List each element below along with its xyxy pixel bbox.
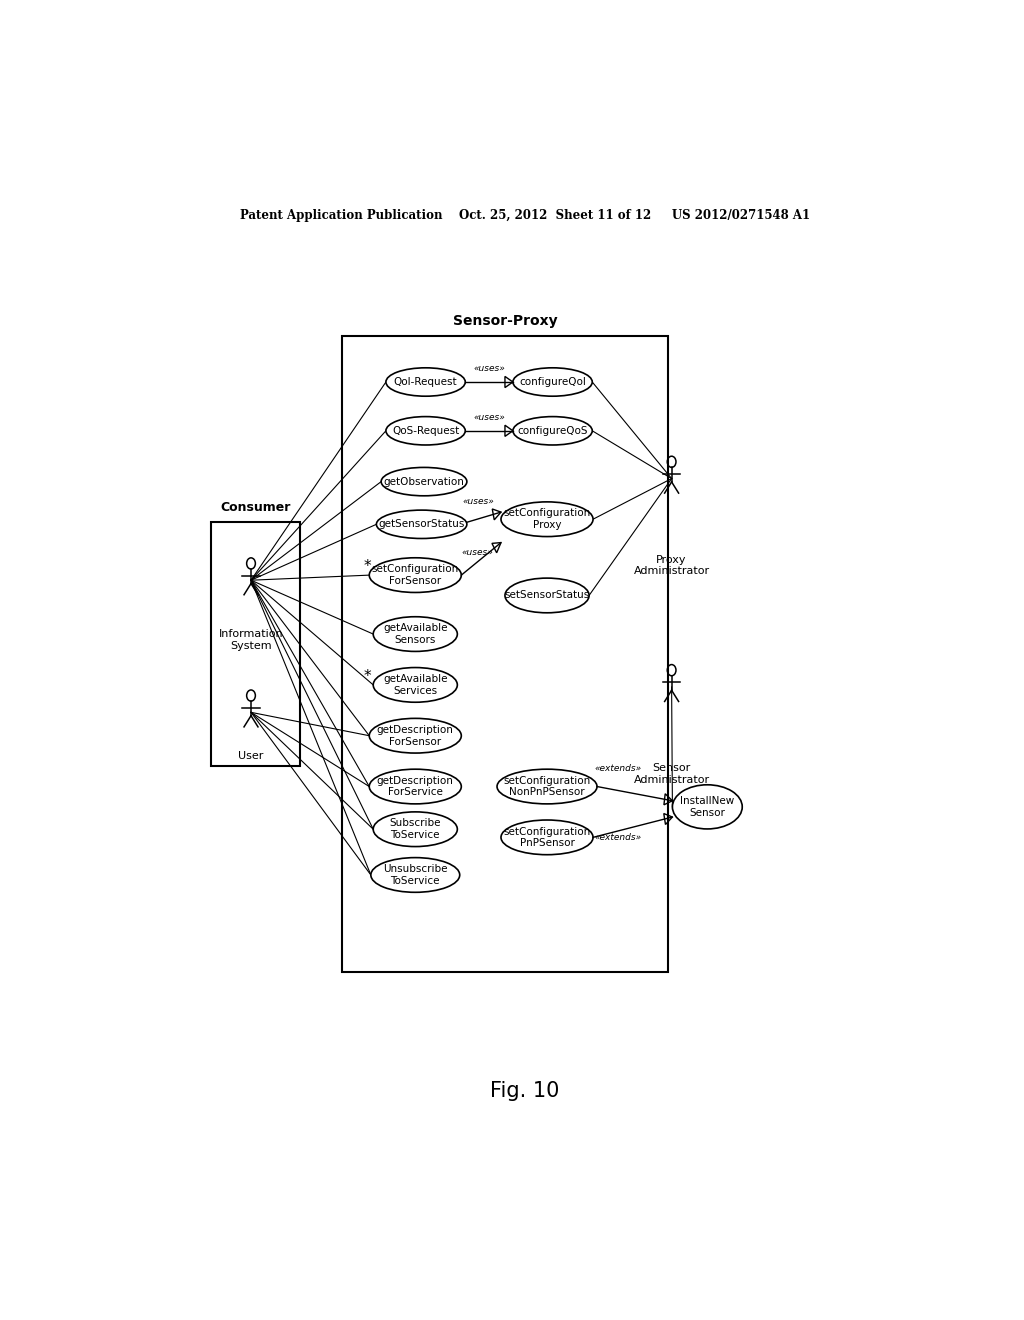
Ellipse shape	[371, 858, 460, 892]
Text: «uses»: «uses»	[473, 413, 505, 422]
Ellipse shape	[370, 770, 461, 804]
Ellipse shape	[673, 785, 742, 829]
Ellipse shape	[386, 368, 465, 396]
Text: getDescription
ForSensor: getDescription ForSensor	[377, 725, 454, 747]
Ellipse shape	[386, 417, 465, 445]
Ellipse shape	[373, 668, 458, 702]
Text: *: *	[364, 669, 372, 684]
Text: getObservation: getObservation	[384, 477, 465, 487]
Text: setConfiguration
NonPnPSensor: setConfiguration NonPnPSensor	[504, 776, 591, 797]
Ellipse shape	[501, 820, 593, 855]
Text: InstallNew
Sensor: InstallNew Sensor	[680, 796, 734, 817]
Ellipse shape	[373, 616, 458, 652]
Text: QoS-Request: QoS-Request	[392, 426, 459, 436]
Ellipse shape	[373, 812, 458, 846]
Text: Unsubscribe
ToService: Unsubscribe ToService	[383, 865, 447, 886]
Text: «extends»: «extends»	[595, 764, 642, 772]
Text: getSensorStatus: getSensorStatus	[379, 519, 465, 529]
Ellipse shape	[513, 417, 592, 445]
Text: configureQoS: configureQoS	[517, 426, 588, 436]
Text: User: User	[239, 751, 264, 760]
Ellipse shape	[370, 718, 461, 754]
Text: Fig. 10: Fig. 10	[490, 1081, 559, 1101]
Text: getAvailable
Sensors: getAvailable Sensors	[383, 623, 447, 645]
Text: getAvailable
Services: getAvailable Services	[383, 675, 447, 696]
Text: Consumer: Consumer	[220, 502, 291, 515]
Ellipse shape	[377, 510, 467, 539]
Text: «uses»: «uses»	[463, 498, 495, 507]
Text: QoI-Request: QoI-Request	[394, 378, 458, 387]
Text: setConfiguration
Proxy: setConfiguration Proxy	[504, 508, 591, 531]
Text: Proxy
Administrator: Proxy Administrator	[634, 554, 710, 577]
Text: Sensor-Proxy: Sensor-Proxy	[453, 314, 557, 329]
Text: Sensor
Administrator: Sensor Administrator	[634, 763, 710, 785]
Bar	[342, 337, 668, 972]
Text: setSensorStatus: setSensorStatus	[505, 590, 590, 601]
Text: getDescription
ForService: getDescription ForService	[377, 776, 454, 797]
Ellipse shape	[370, 558, 461, 593]
Ellipse shape	[381, 467, 467, 496]
Text: Information
System: Information System	[219, 630, 284, 651]
Text: setConfiguration
PnPSensor: setConfiguration PnPSensor	[504, 826, 591, 849]
Bar	[211, 523, 300, 766]
Text: «uses»: «uses»	[461, 548, 494, 557]
Ellipse shape	[513, 368, 592, 396]
Text: *: *	[364, 560, 372, 574]
Text: setConfiguration
ForSensor: setConfiguration ForSensor	[372, 565, 459, 586]
Text: «uses»: «uses»	[473, 364, 505, 374]
Ellipse shape	[501, 502, 593, 536]
Text: Patent Application Publication    Oct. 25, 2012  Sheet 11 of 12     US 2012/0271: Patent Application Publication Oct. 25, …	[240, 209, 810, 222]
Ellipse shape	[505, 578, 589, 612]
Text: «extends»: «extends»	[595, 833, 642, 842]
Text: Subscribe
ToService: Subscribe ToService	[389, 818, 441, 840]
Ellipse shape	[497, 770, 597, 804]
Text: configureQoI: configureQoI	[519, 378, 586, 387]
